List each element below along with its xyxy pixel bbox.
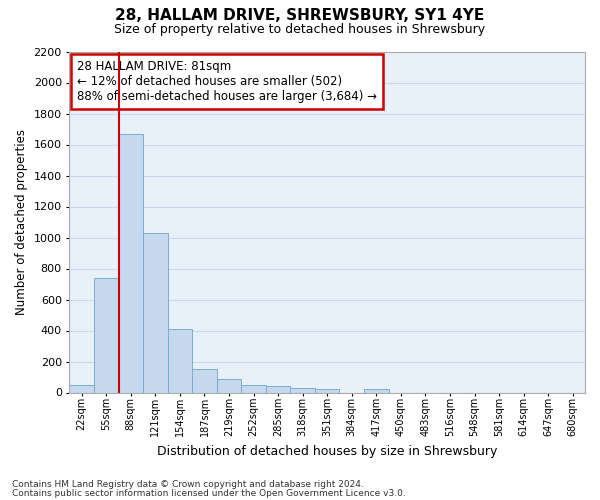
Bar [167,329,192,392]
Bar [94,278,119,392]
Text: Size of property relative to detached houses in Shrewsbury: Size of property relative to detached ho… [115,22,485,36]
Bar [70,385,94,392]
Bar [290,388,315,392]
Bar [241,385,266,392]
Bar [192,369,217,392]
Bar [315,390,340,392]
X-axis label: Distribution of detached houses by size in Shrewsbury: Distribution of detached houses by size … [157,444,497,458]
Bar [266,386,290,392]
Text: Contains public sector information licensed under the Open Government Licence v3: Contains public sector information licen… [12,489,406,498]
Bar [119,134,143,392]
Text: 28, HALLAM DRIVE, SHREWSBURY, SY1 4YE: 28, HALLAM DRIVE, SHREWSBURY, SY1 4YE [115,8,485,22]
Y-axis label: Number of detached properties: Number of detached properties [15,129,28,315]
Bar [217,380,241,392]
Bar [364,390,389,392]
Text: 28 HALLAM DRIVE: 81sqm
← 12% of detached houses are smaller (502)
88% of semi-de: 28 HALLAM DRIVE: 81sqm ← 12% of detached… [77,60,377,103]
Text: Contains HM Land Registry data © Crown copyright and database right 2024.: Contains HM Land Registry data © Crown c… [12,480,364,489]
Bar [143,233,167,392]
